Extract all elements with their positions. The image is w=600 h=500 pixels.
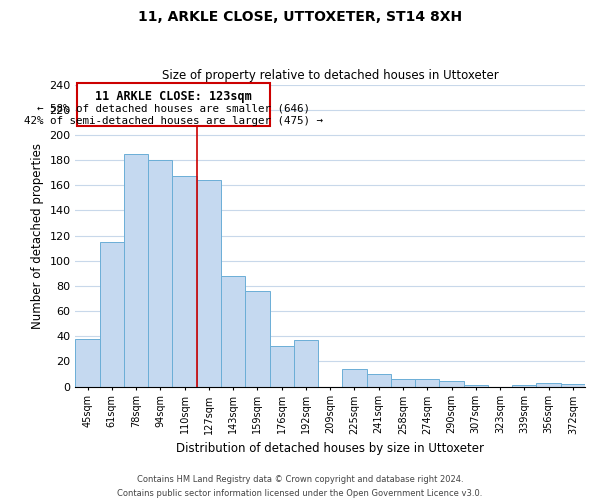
Bar bbox=[76, 338, 100, 386]
Bar bbox=[536, 383, 561, 386]
Bar bbox=[269, 346, 294, 387]
Text: 11, ARKLE CLOSE, UTTOXETER, ST14 8XH: 11, ARKLE CLOSE, UTTOXETER, ST14 8XH bbox=[138, 10, 462, 24]
Bar bbox=[439, 382, 464, 386]
Bar bbox=[561, 384, 585, 386]
Bar bbox=[245, 291, 269, 386]
Bar bbox=[221, 276, 245, 386]
Bar bbox=[124, 154, 148, 386]
Text: 11 ARKLE CLOSE: 123sqm: 11 ARKLE CLOSE: 123sqm bbox=[95, 90, 251, 102]
X-axis label: Distribution of detached houses by size in Uttoxeter: Distribution of detached houses by size … bbox=[176, 442, 484, 455]
Bar bbox=[367, 374, 391, 386]
Text: ← 58% of detached houses are smaller (646): ← 58% of detached houses are smaller (64… bbox=[37, 104, 310, 114]
Bar bbox=[100, 242, 124, 386]
Title: Size of property relative to detached houses in Uttoxeter: Size of property relative to detached ho… bbox=[162, 69, 499, 82]
Text: Contains HM Land Registry data © Crown copyright and database right 2024.
Contai: Contains HM Land Registry data © Crown c… bbox=[118, 476, 482, 498]
Bar bbox=[391, 379, 415, 386]
FancyBboxPatch shape bbox=[77, 84, 269, 126]
Y-axis label: Number of detached properties: Number of detached properties bbox=[31, 142, 44, 328]
Bar bbox=[343, 369, 367, 386]
Text: 42% of semi-detached houses are larger (475) →: 42% of semi-detached houses are larger (… bbox=[23, 116, 323, 126]
Bar bbox=[172, 176, 197, 386]
Bar bbox=[148, 160, 172, 386]
Bar bbox=[415, 379, 439, 386]
Bar bbox=[197, 180, 221, 386]
Bar bbox=[294, 340, 318, 386]
